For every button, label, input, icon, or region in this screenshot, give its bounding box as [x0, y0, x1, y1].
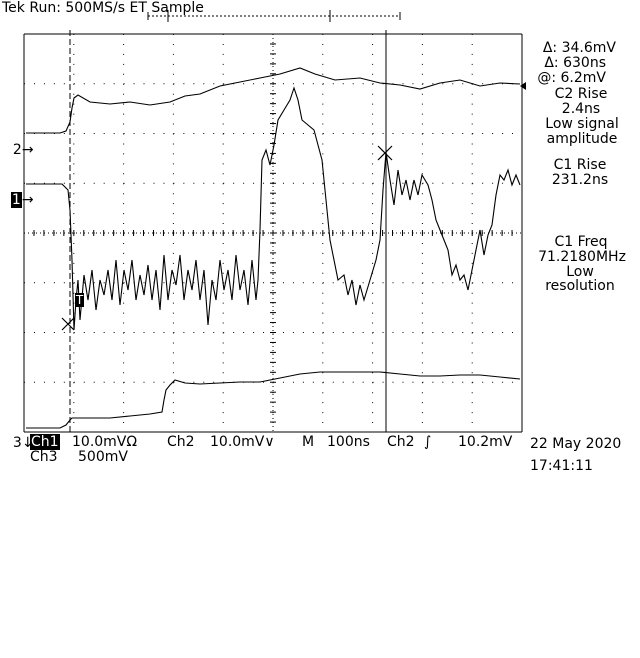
ch2-label: Ch2 [167, 434, 195, 450]
measurement-c2-rise-name: C2 Rise [554, 86, 608, 102]
trigger-marker-label: T [74, 293, 85, 307]
graticule [23, 33, 523, 433]
trigger-source: Ch2 [387, 434, 415, 450]
measurement-c1-freq-name: C1 Freq [554, 234, 608, 250]
ch1-label: Ch1 [30, 434, 60, 450]
ch2-marker-label: 2 [12, 142, 22, 158]
trigger-level: 10.2mV [458, 434, 513, 450]
trigger-position-bracket [147, 10, 401, 22]
acquisition-status: Tek Run: 500MS/s ET Sample [2, 0, 204, 16]
trace-ch1 [26, 86, 521, 331]
status-bar: Ch1 10.0mVΩ Ch2 10.0mV∨ M 100ns Ch2 ∫ 10… [0, 434, 640, 480]
rising-edge-icon: ∫ [424, 434, 432, 450]
ch3-scale: 500mV [78, 449, 128, 465]
date: 22 May 2020 [530, 436, 622, 452]
waveform-display [23, 10, 526, 433]
cursor-crossings [61, 145, 393, 331]
ch2-scale: 10.0mV∨ [210, 434, 275, 450]
measurement-c2-rise-value: 2.4ns [561, 101, 601, 117]
time: 17:41:11 [530, 458, 593, 474]
ch1-scale: 10.0mVΩ [72, 434, 138, 450]
arrow-down-icon: ↓ [21, 435, 34, 451]
measurement-c1-rise-name: C1 Rise [553, 157, 607, 173]
cursor-absolute-voltage: @: 6.2mV [537, 70, 606, 86]
ch1-ground-marker: 1→ [2, 176, 34, 208]
timebase-label: M [302, 434, 315, 450]
ch3-marker-label: 3 [12, 435, 22, 451]
measurement-c1-freq-note-2: resolution [545, 278, 615, 294]
trigger-level-marker: T [66, 276, 85, 308]
measurement-c2-rise-note-1: Low signal [545, 116, 619, 132]
ch3-ground-marker: 3↓ [4, 419, 34, 451]
ch3-label: Ch3 [30, 449, 58, 465]
trace-ch3 [26, 371, 521, 429]
arrow-right-icon: → [21, 192, 34, 208]
measurement-c1-freq-value: 71.2180MHz [538, 249, 626, 265]
cursor-lines [69, 30, 387, 432]
measurement-c1-freq-note-1: Low [566, 264, 594, 280]
cursor-delta-voltage: Δ: 34.6mV [542, 40, 616, 56]
measurement-c1-rise-value: 231.2ns [551, 172, 609, 188]
arrow-right-icon: → [21, 142, 34, 158]
timebase-value: 100ns [327, 434, 370, 450]
ch1-marker-label: 1 [10, 192, 22, 208]
ch2-ground-marker: 2→ [4, 126, 34, 158]
measurement-c2-rise-note-2: amplitude [546, 131, 618, 147]
cursor-delta-time: Δ: 630ns [544, 55, 606, 71]
right-edge-marker [520, 82, 526, 90]
trace-ch2 [26, 67, 521, 134]
